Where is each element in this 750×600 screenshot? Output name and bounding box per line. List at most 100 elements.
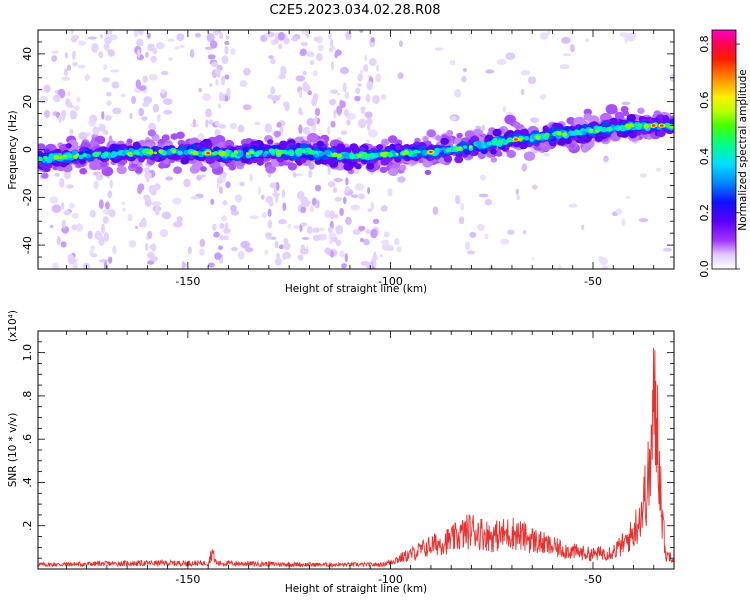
noise-streak-speck [328, 33, 332, 40]
noise-streak-speck [224, 74, 230, 80]
noise-streak-speck [365, 229, 371, 235]
noise-streak-speck [365, 117, 373, 126]
noise-speck [78, 131, 88, 140]
noise-speck [484, 198, 493, 206]
noise-streak-speck [357, 73, 363, 82]
ridge-blob [256, 159, 264, 166]
noise-speck [75, 223, 84, 233]
noise-speck [51, 50, 59, 54]
noise-streak-speck [60, 241, 67, 248]
noise-streak-speck [303, 126, 311, 135]
noise-streak-speck [367, 208, 373, 213]
noise-speck [141, 116, 148, 121]
ridge-blob [104, 151, 109, 156]
ridge-blob [180, 157, 189, 165]
noise-speck [234, 194, 243, 203]
noise-speck [655, 167, 662, 172]
noise-speck [51, 55, 58, 62]
noise-speck [585, 38, 590, 43]
ridge-blob [271, 159, 280, 167]
noise-streak-speck [147, 32, 151, 39]
noise-streak-speck [221, 55, 229, 65]
noise-streak-speck [142, 102, 150, 107]
noise-speck [261, 212, 267, 219]
noise-speck [229, 122, 238, 130]
ridge-blob [506, 139, 511, 143]
ridge-blob [82, 153, 87, 157]
noise-streak-speck [268, 201, 274, 207]
ridge-blob [487, 141, 492, 146]
noise-streak-speck [335, 239, 342, 247]
noise-streak-speck [334, 52, 338, 59]
noise-speck [174, 46, 180, 50]
ridge-blob [456, 147, 461, 151]
ridge-blob [566, 117, 576, 125]
noise-streak-speck [368, 58, 377, 66]
noise-streak-speck [278, 43, 283, 50]
noise-speck [112, 245, 117, 254]
noise-speck [128, 240, 137, 248]
ridge-blob [95, 135, 106, 145]
ridge-blob [258, 149, 263, 154]
noise-streak-speck [330, 61, 335, 71]
noise-speck [505, 52, 516, 60]
noise-speck [43, 84, 51, 94]
snr-x-tick-label: -50 [584, 573, 602, 586]
noise-speck [73, 105, 80, 111]
noise-streak-speck [153, 256, 158, 262]
noise-speck [160, 70, 169, 76]
noise-streak-speck [367, 187, 371, 195]
noise-speck [380, 94, 387, 100]
noise-speck [218, 186, 223, 194]
noise-speck [244, 247, 254, 253]
ridge-blob [116, 165, 127, 175]
snr-y-tick-label: .6 [21, 434, 34, 445]
noise-streak-speck [308, 163, 315, 170]
noise-streak-speck [147, 260, 155, 265]
ridge-blob [622, 110, 629, 117]
ridge-blob [504, 114, 516, 125]
noise-streak-speck [345, 177, 349, 186]
noise-streak-speck [316, 53, 323, 62]
noise-speck [295, 75, 306, 82]
noise-speck [615, 208, 623, 215]
noise-streak-speck [365, 93, 371, 103]
noise-streak-speck [61, 201, 65, 210]
ridge-blob [299, 157, 307, 164]
noise-streak-speck [277, 31, 285, 41]
ridge-blob [366, 163, 375, 170]
ridge-blob [518, 137, 523, 142]
noise-speck [363, 238, 370, 246]
noise-speck [179, 44, 185, 49]
snr-frame [37, 330, 675, 570]
noise-speck [485, 69, 495, 74]
ridge-blob [539, 140, 552, 151]
noise-speck [221, 215, 228, 222]
noise-speck [112, 107, 122, 115]
noise-speck [168, 57, 174, 61]
noise-streak-speck [372, 218, 380, 224]
noise-speck [380, 205, 388, 212]
noise-speck [76, 97, 81, 103]
noise-streak-speck [104, 130, 109, 136]
noise-streak-speck [300, 205, 307, 214]
noise-speck [163, 109, 173, 115]
ridge-blob [512, 121, 521, 129]
noise-speck [375, 64, 380, 72]
noise-streak-speck [299, 223, 303, 232]
noise-speck [202, 93, 212, 101]
noise-streak-speck [108, 209, 116, 218]
noise-streak-speck [216, 178, 223, 184]
noise-speck [268, 55, 274, 60]
noise-speck [381, 239, 390, 245]
ridge-blob [173, 166, 183, 174]
noise-speck [455, 195, 460, 204]
spectrogram-y-tick-label: 40 [21, 47, 34, 61]
ridge-blob [462, 145, 468, 149]
noise-speck [261, 194, 265, 200]
noise-speck [291, 36, 298, 42]
noise-streak-speck [306, 226, 313, 234]
noise-speck [339, 66, 350, 75]
ridge-blob [606, 126, 612, 132]
